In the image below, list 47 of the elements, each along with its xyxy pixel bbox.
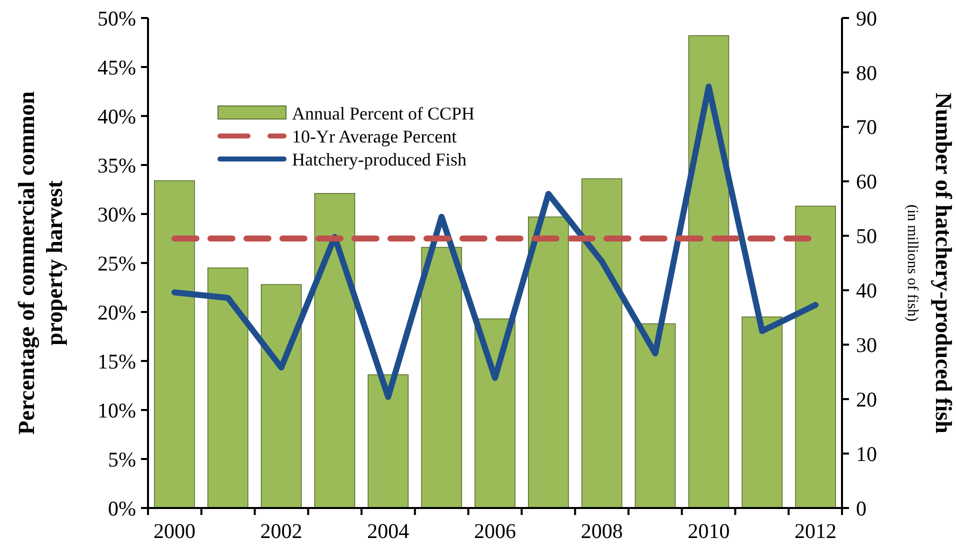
x-tick-label: 2010 [688,519,730,543]
y2-tick-label: 30 [856,333,877,358]
x-tick-label: 2004 [367,519,410,543]
bar [154,180,195,508]
y-axis-title: Percentage of commercial common property harvest [14,91,67,435]
y-tick-label: 10% [98,398,136,422]
legend-label: Annual Percent of CCPH [292,103,474,124]
y-tick-label: 15% [98,349,136,374]
y-tick-label: 25% [98,251,136,276]
y2-tick-label: 60 [856,170,877,194]
x-tick-label: 2006 [474,519,516,543]
y-tick-label: 35% [98,153,136,178]
x-tick-label: 2008 [580,519,623,543]
x-tick-label: 2002 [260,519,302,543]
y2-tick-label: 10 [856,442,877,466]
legend-label: 10-Yr Average Percent [292,126,457,146]
bar [688,35,730,508]
x-tick-label: 2012 [794,519,837,543]
x-tick-label: 2000 [153,519,196,543]
bar [314,193,356,508]
y-tick-label: 30% [98,202,136,226]
y-tick-label: 40% [98,104,136,128]
y2-tick-label: 90 [856,6,877,30]
y-tick-label: 50% [98,6,136,30]
bar [742,316,783,508]
bar [581,178,622,508]
bar [368,374,409,508]
bar [421,246,462,508]
y2-tick-label: 40 [856,278,877,303]
y-tick-label: 5% [108,447,136,472]
bar [260,284,302,508]
y2-tick-label: 80 [856,60,877,85]
y2-tick-label: 70 [856,115,877,140]
legend-label: Hatchery-produced Fish [292,149,466,170]
y2-tick-label: 50 [856,224,877,248]
text: (in millions of fish) [904,204,920,322]
bar [207,268,248,508]
bar [474,318,516,508]
bar [634,323,676,508]
y-tick-label: 20% [98,300,136,324]
bar [528,216,569,508]
y-tick-label: 0% [108,496,136,520]
y2-axis-title: Number of hatchery-produced fish [931,92,956,434]
y2-tick-label: 20 [856,387,877,412]
y2-tick-label: 0 [856,496,866,520]
y-tick-label: 45% [98,55,136,80]
bar [795,206,836,508]
